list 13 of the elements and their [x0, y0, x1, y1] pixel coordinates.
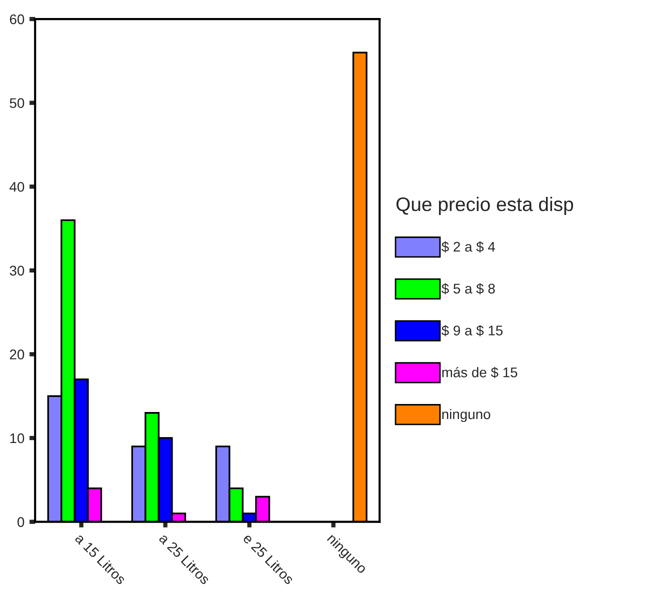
legend-label: más de $ 15 [442, 366, 518, 378]
y-tick-label: 0 [18, 517, 24, 527]
legend-label: ninguno [442, 408, 490, 422]
y-tick-label: 40 [10, 182, 24, 192]
y-tick-label: 20 [10, 350, 24, 360]
y-tick-label: 60 [10, 14, 24, 24]
legend-label: $ 5 a $ 8 [442, 283, 495, 294]
y-tick-label: 10 [10, 433, 24, 444]
y-tick-label: 30 [10, 266, 24, 276]
legend-title: Que precio esta disp [396, 196, 574, 216]
legend-label: $ 9 a $ 15 [442, 325, 503, 336]
legend-label: $ 2 a $ 4 [442, 241, 496, 253]
y-tick-label: 50 [10, 98, 24, 108]
